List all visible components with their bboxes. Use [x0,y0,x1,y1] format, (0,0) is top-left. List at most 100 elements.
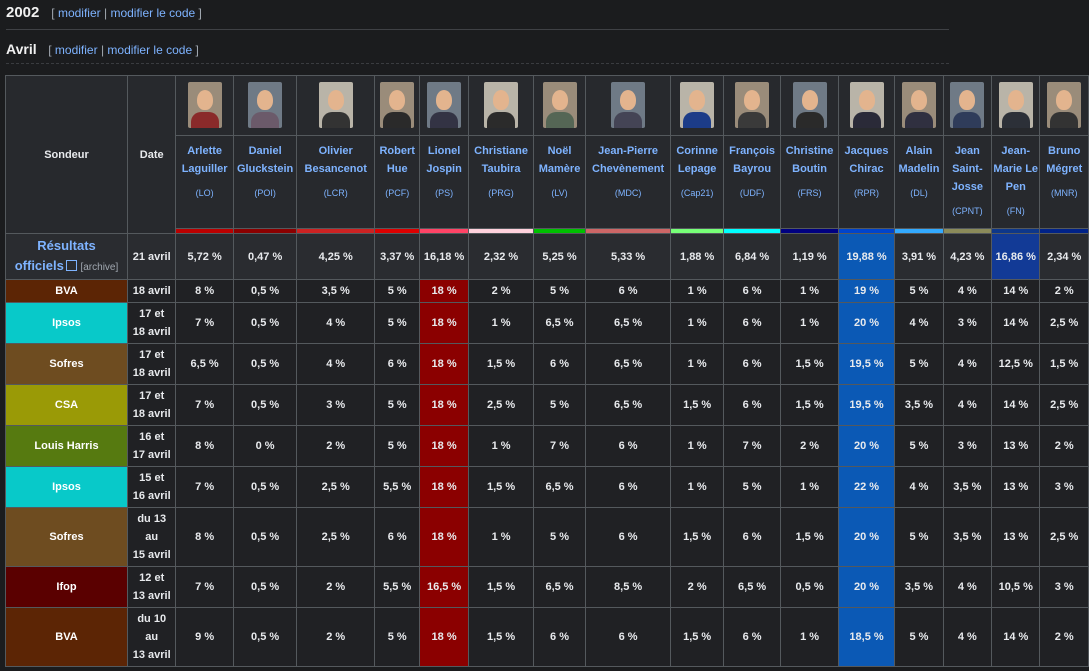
poll-value-cell: 14 % [991,384,1041,426]
candidate-name-link[interactable]: Corinne Lepage [676,145,718,175]
candidate-party-link[interactable]: (LV) [551,188,568,198]
candidate-party-link[interactable]: (FRS) [797,188,822,198]
portrait-face [436,90,453,110]
table-row: Ifop 12 et 13 avril 7 % 0,5 % 2 % 5,5 % 16,5 % 1… [5,566,1089,608]
poll-value-cell: 13 % [991,425,1041,467]
candidate-portrait-icon[interactable] [427,82,462,128]
pollster-cell[interactable]: Ifop [5,566,128,608]
pollster-cell[interactable]: BVA [5,279,128,303]
candidate-party-link[interactable]: (PCF) [385,188,410,198]
pollster-cell[interactable]: Louis Harris [5,425,128,467]
candidate-party-link[interactable]: (UDF) [739,188,765,198]
poll-value-cell: 1 % [467,302,535,344]
poll-value-cell: 2,5 % [1039,384,1089,426]
candidate-name-link[interactable]: Lionel Jospin [426,145,462,175]
portrait-face [1007,90,1024,110]
official-result-value: 4,25 % [296,233,376,280]
candidate-portrait-icon[interactable] [484,82,519,128]
edit-link[interactable]: modifier [54,43,98,57]
candidate-party-link[interactable]: (POI) [254,188,276,198]
candidate-portrait-icon[interactable] [792,82,827,128]
pollster-cell[interactable]: Sofres [5,343,128,385]
poll-date-cell: 12 et 13 avril [126,566,177,608]
poll-value-cell: 2 % [296,566,376,608]
pollster-cell[interactable]: Ipsos [5,302,128,344]
candidate-party-link[interactable]: (FN) [1006,206,1025,216]
candidate-name-link[interactable]: Jean Saint-Josse [951,145,983,193]
candidate-party-link[interactable]: (DL) [910,188,928,198]
portrait-body [614,112,643,128]
candidate-portrait-icon[interactable] [248,82,283,128]
poll-value-cell: 6 % [722,343,782,385]
poll-value-cell: 0,5 % [232,607,298,667]
candidate-header: Daniel Gluckstein (POI) [232,75,298,229]
poll-value-cell: 1 % [780,279,839,303]
candidate-party-link[interactable]: (MDC) [614,188,642,198]
year-title: 2002 [6,4,40,21]
candidate-name-link[interactable]: Olivier Besancenot [304,145,367,175]
candidate-portrait-icon[interactable] [318,82,353,128]
candidate-portrait-icon[interactable] [950,82,985,128]
poll-value-cell: 6 % [374,507,421,567]
poll-value-cell: 16,5 % [419,566,469,608]
candidate-name-link[interactable]: Jacques Chirac [844,145,889,175]
candidate-portrait-icon[interactable] [380,82,415,128]
poll-value-cell: 13 % [991,466,1041,508]
candidate-portrait-icon[interactable] [901,82,936,128]
poll-date-line: 13 avril [132,649,171,661]
candidate-name-cell: Jean-Pierre Chevènement (MDC) [586,135,670,228]
official-results-title-1[interactable]: Résultats [37,237,96,253]
portrait-face [1056,90,1073,110]
candidate-portrait-icon[interactable] [680,82,715,128]
pollster-cell[interactable]: CSA [5,384,128,426]
candidate-party-link[interactable]: (MNR) [1050,188,1078,198]
candidate-portrait-icon[interactable] [849,82,884,128]
candidate-name-link[interactable]: François Bayrou [729,145,776,175]
candidate-party-link[interactable]: (CPNT) [952,206,983,216]
candidate-name-link[interactable]: Bruno Mégret [1046,145,1083,175]
official-results-title-2[interactable]: officiels [archive] [7,256,127,278]
candidate-header: Arlette Laguiller (LO) [175,75,234,229]
edit-link[interactable]: modifier [57,6,101,20]
poll-date-cell: 16 et 17 avril [126,425,177,467]
poll-value-cell: 19 % [837,279,896,303]
candidate-name-link[interactable]: Daniel Gluckstein [236,145,294,175]
candidate-party-link[interactable]: (PS) [435,188,454,198]
official-result-value: 6,84 % [722,233,782,280]
candidate-portrait-icon[interactable] [187,82,222,128]
candidate-name-link[interactable]: Jean-Marie Le Pen [993,145,1039,193]
candidate-header: Robert Hue (PCF) [374,75,421,229]
poll-value-cell: 2 % [670,566,724,608]
candidate-name-link[interactable]: Alain Madelin [898,145,940,175]
candidate-portrait-icon[interactable] [542,82,577,128]
candidate-party-link[interactable]: (LO) [195,188,214,198]
candidate-name-link[interactable]: Arlette Laguiller [181,145,228,175]
portrait-body [953,112,982,128]
candidate-header: Corinne Lepage (Cap21) [670,75,724,229]
candidate-name-link[interactable]: Christine Boutin [785,145,834,175]
candidate-name-link[interactable]: Robert Hue [379,145,415,175]
poll-value-cell: 6 % [584,607,672,667]
edit-source-link[interactable]: modifier le code [107,43,193,57]
candidate-portrait-icon[interactable] [735,82,770,128]
pollster-cell[interactable]: Sofres [5,507,128,567]
poll-value-cell: 14 % [991,607,1041,667]
pollster-cell[interactable]: Ipsos [5,466,128,508]
candidate-portrait-icon[interactable] [1047,82,1082,128]
pollster-cell[interactable]: BVA [5,607,128,667]
archive-link[interactable]: [archive] [80,261,119,273]
candidate-portrait-icon[interactable] [998,82,1033,128]
candidate-name-link[interactable]: Noël Mamère [538,145,581,175]
candidate-name-link[interactable]: Jean-Pierre Chevènement [592,145,665,175]
candidate-party-link[interactable]: (Cap21) [680,188,714,198]
candidate-party-link[interactable]: (PRG) [488,188,514,198]
candidate-party-link[interactable]: (RPR) [854,188,880,198]
candidate-party-link[interactable]: (LCR) [323,188,348,198]
candidate-portrait-icon[interactable] [611,82,646,128]
edit-source-link[interactable]: modifier le code [110,6,196,20]
poll-date-cell: 17 et 18 avril [126,343,177,385]
official-results-title-text[interactable]: officiels [14,257,64,273]
portrait-face [327,90,344,110]
candidate-name-link[interactable]: Christiane Taubira [474,145,528,175]
poll-date-cell: 18 avril [126,279,177,303]
